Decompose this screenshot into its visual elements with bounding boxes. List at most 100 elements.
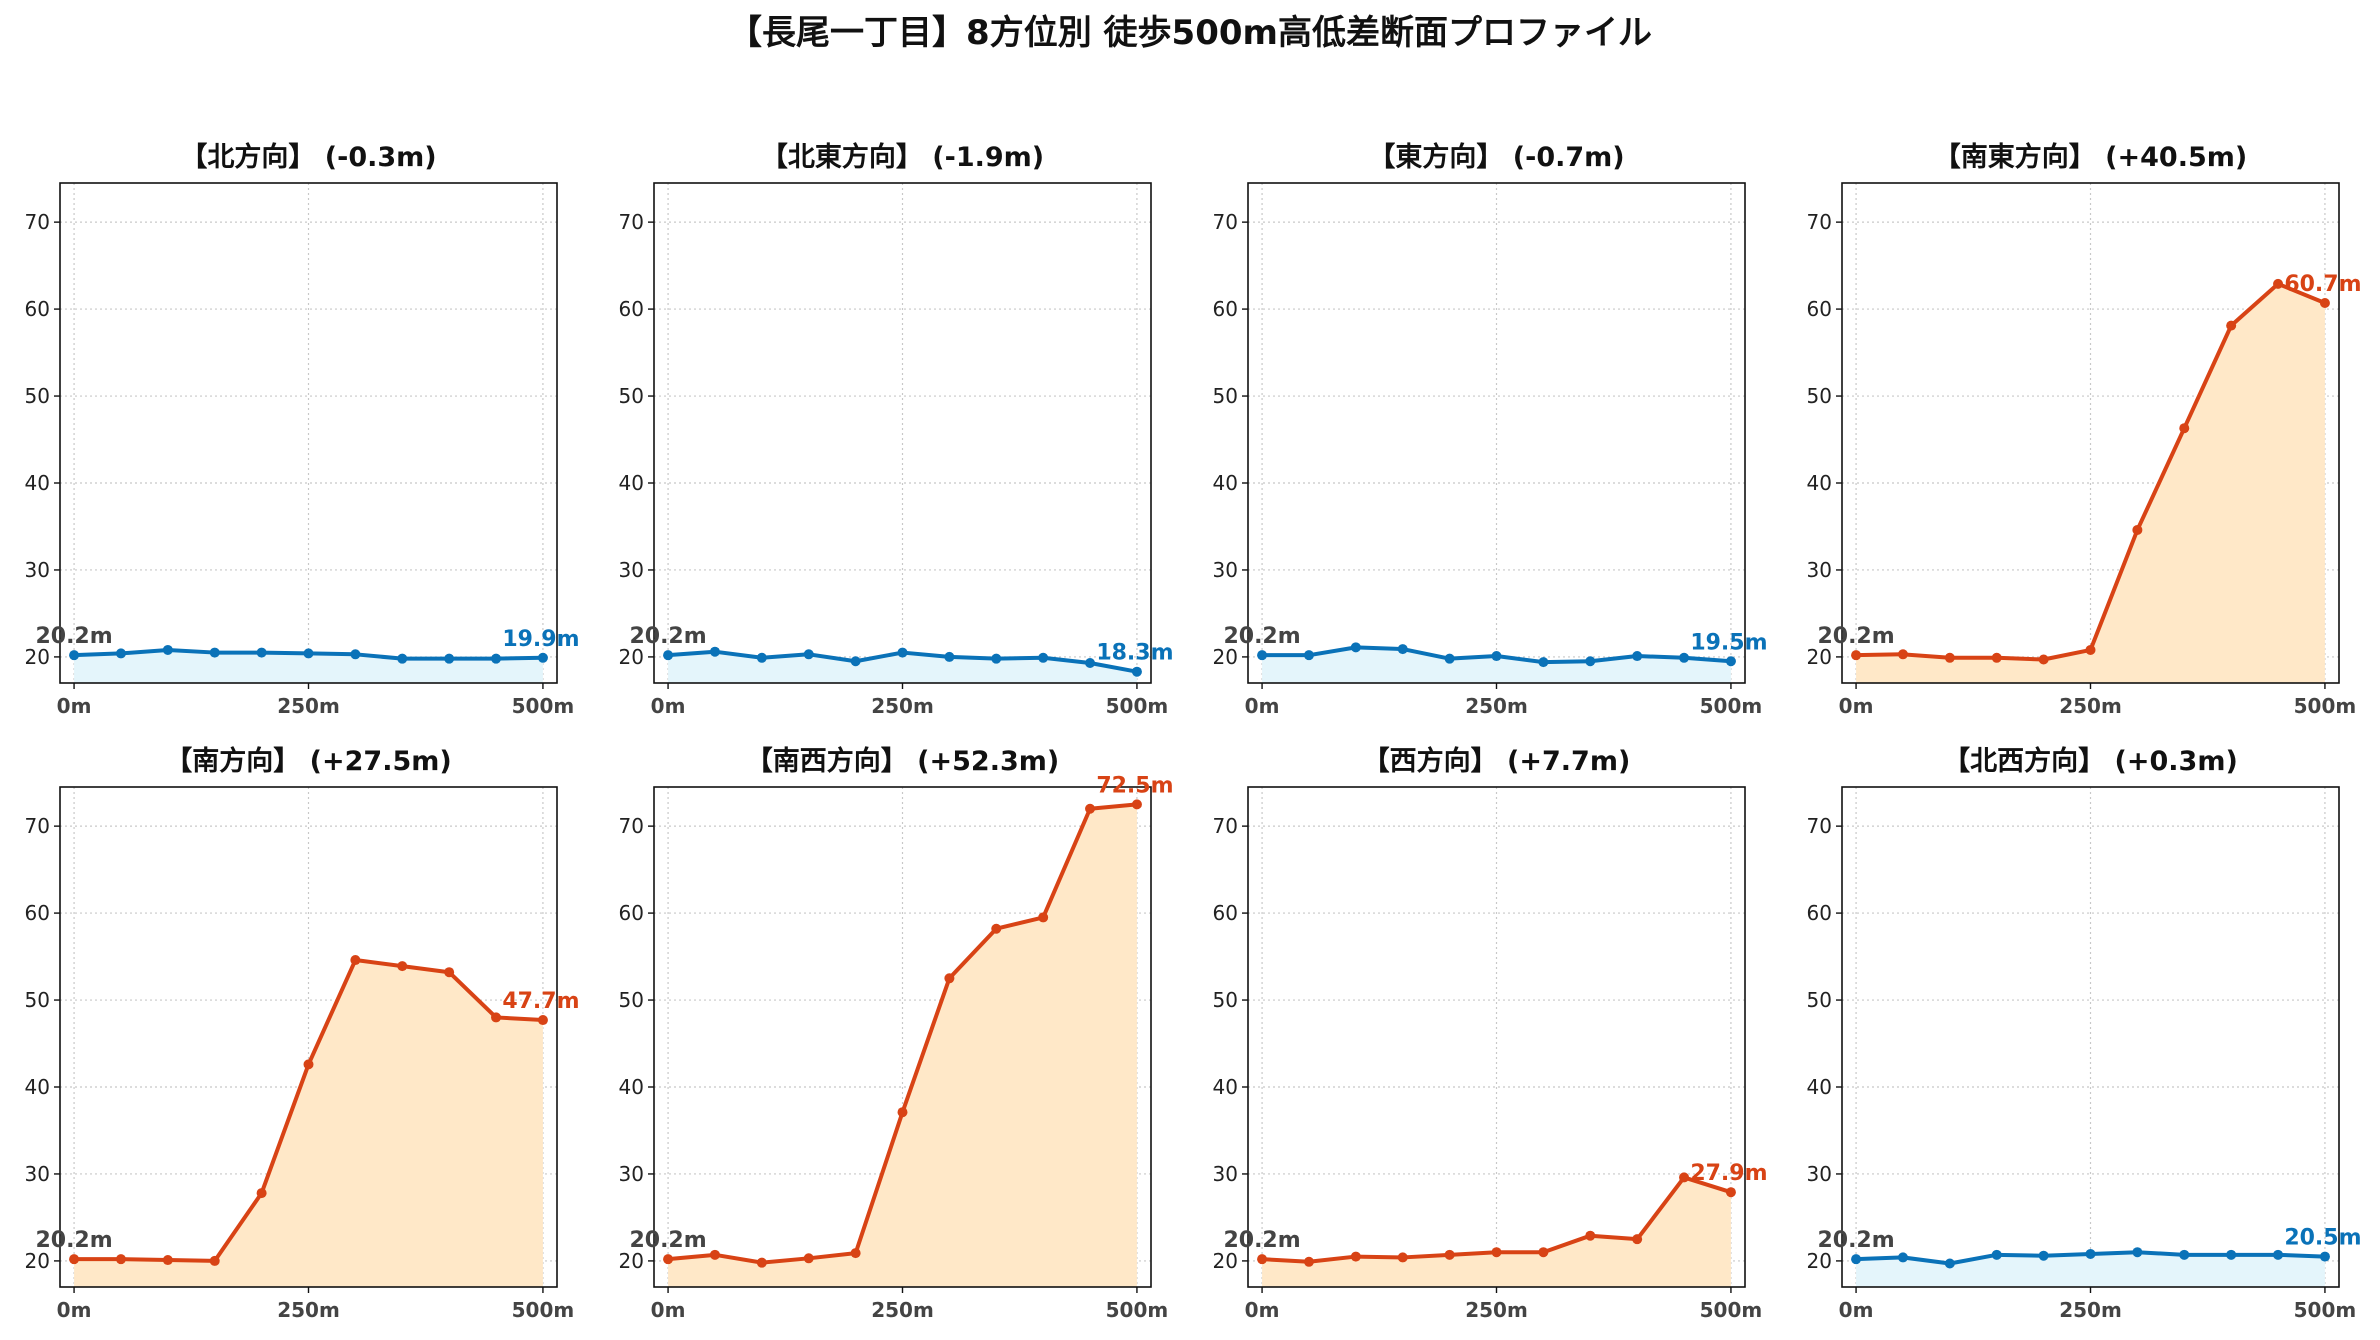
panel-title: 【南西方向】 (+52.3m)	[746, 745, 1059, 777]
elevation-point	[162, 1255, 173, 1266]
start-elevation-label: 20.2m	[629, 1228, 706, 1253]
elevation-point	[1303, 1256, 1314, 1267]
x-tick-label: 500m	[2294, 1298, 2357, 1322]
end-elevation-label: 19.9m	[502, 627, 579, 652]
elevation-point	[115, 1254, 126, 1265]
x-tick-label: 250m	[2059, 1298, 2122, 1322]
x-tick-label: 250m	[871, 1298, 934, 1322]
y-tick-label: 70	[25, 814, 50, 838]
y-tick-label: 40	[25, 471, 50, 495]
panel-1: 【北東方向】 (-1.9m) 20 30 40 50 60 70 0m 250m 500m 20.2…	[619, 141, 1174, 718]
elevation-point	[2319, 298, 2330, 308]
x-tick-label: 0m	[1245, 1298, 1280, 1322]
elevation-point	[756, 652, 767, 663]
panel-4: 【南方向】 (+27.5m) 20 30 40 50 60 70 0m 250m 500m 20.2…	[25, 745, 580, 1322]
y-tick-label: 30	[1807, 558, 1832, 582]
y-tick-label: 70	[1213, 210, 1238, 234]
elevation-point	[2179, 423, 2190, 434]
elevation-point	[1725, 1187, 1736, 1198]
elevation-point	[2273, 1249, 2284, 1260]
elevation-point	[2132, 524, 2143, 535]
elevation-point	[2132, 1247, 2143, 1258]
elevation-area	[1262, 1177, 1731, 1287]
y-tick-label: 20	[619, 645, 644, 669]
elevation-point	[1257, 650, 1268, 661]
elevation-area	[74, 960, 543, 1287]
y-tick-label: 50	[25, 384, 50, 408]
x-tick-label: 500m	[512, 694, 575, 718]
y-tick-label: 60	[619, 901, 644, 925]
x-tick-label: 250m	[2059, 694, 2122, 718]
elevation-point	[1085, 658, 1096, 668]
elevation-point	[162, 644, 173, 655]
x-tick-label: 250m	[871, 694, 934, 718]
panel-title: 【北西方向】 (+0.3m)	[1943, 745, 2238, 777]
panel-title: 【北方向】 (-0.3m)	[180, 141, 436, 173]
y-tick-label: 40	[1807, 471, 1832, 495]
y-tick-label: 40	[25, 1075, 50, 1099]
elevation-point	[1397, 1252, 1408, 1263]
panel-title: 【北東方向】 (-1.9m)	[761, 141, 1044, 173]
elevation-point	[663, 1254, 674, 1265]
y-tick-label: 60	[1213, 297, 1238, 321]
y-tick-label: 30	[25, 1162, 50, 1186]
elevation-point	[1991, 652, 2002, 663]
elevation-point	[444, 653, 455, 664]
elevation-point	[1944, 1258, 1955, 1269]
elevation-point	[1303, 650, 1314, 661]
elevation-point	[1897, 649, 1908, 660]
elevation-point	[537, 1015, 548, 1026]
y-tick-label: 70	[619, 210, 644, 234]
start-elevation-label: 20.2m	[1223, 1228, 1300, 1253]
elevation-point	[1491, 1247, 1502, 1258]
y-tick-label: 70	[619, 814, 644, 838]
panel-3: 【南東方向】 (+40.5m) 20 30 40 50 60 70 0m 250m 500m 20.…	[1807, 141, 2362, 718]
y-tick-label: 20	[1213, 1249, 1238, 1273]
x-tick-label: 0m	[1245, 694, 1280, 718]
elevation-point	[1350, 642, 1361, 653]
elevation-point	[1725, 656, 1736, 667]
y-tick-label: 50	[619, 384, 644, 408]
elevation-point	[69, 1254, 80, 1265]
end-elevation-label: 19.5m	[1690, 630, 1767, 655]
y-tick-label: 50	[1807, 988, 1832, 1012]
y-tick-label: 60	[1807, 901, 1832, 925]
x-tick-label: 0m	[57, 694, 92, 718]
elevation-point	[2226, 320, 2237, 331]
start-elevation-label: 20.2m	[629, 624, 706, 649]
y-tick-label: 50	[619, 988, 644, 1012]
panel-0: 【北方向】 (-0.3m) 20 30 40 50 60 70 0m 250m 500m 20.2m…	[25, 141, 580, 718]
x-tick-label: 500m	[1700, 694, 1763, 718]
end-elevation-label: 60.7m	[2284, 272, 2361, 297]
elevation-point	[2038, 654, 2049, 665]
y-tick-label: 60	[1807, 297, 1832, 321]
elevation-area	[74, 649, 543, 683]
y-tick-label: 70	[1807, 814, 1832, 838]
y-tick-label: 40	[1807, 1075, 1832, 1099]
y-tick-label: 70	[1807, 210, 1832, 234]
elevation-point	[1679, 652, 1690, 663]
elevation-point	[897, 1107, 908, 1118]
x-tick-label: 0m	[57, 1298, 92, 1322]
end-elevation-label: 27.9m	[1690, 1161, 1767, 1186]
elevation-point	[1444, 1249, 1455, 1260]
elevation-point	[2179, 1249, 2190, 1260]
elevation-point	[1538, 657, 1549, 668]
panel-6: 【西方向】 (+7.7m) 20 30 40 50 60 70 0m 250m 500m 20.2m…	[1213, 745, 1768, 1322]
elevation-point	[350, 955, 361, 966]
elevation-point	[1131, 666, 1142, 677]
elevation-area	[1262, 647, 1731, 683]
start-elevation-label: 20.2m	[1817, 1228, 1894, 1253]
elevation-point	[1585, 1230, 1596, 1241]
elevation-point	[256, 1188, 267, 1199]
elevation-point	[1397, 644, 1408, 655]
elevation-point	[209, 647, 220, 658]
x-tick-label: 500m	[512, 1298, 575, 1322]
x-tick-label: 500m	[2294, 694, 2357, 718]
x-tick-label: 250m	[1465, 694, 1528, 718]
elevation-point	[1851, 1254, 1862, 1265]
elevation-point	[944, 973, 955, 984]
elevation-point	[663, 650, 674, 661]
panel-title: 【西方向】 (+7.7m)	[1363, 745, 1631, 777]
